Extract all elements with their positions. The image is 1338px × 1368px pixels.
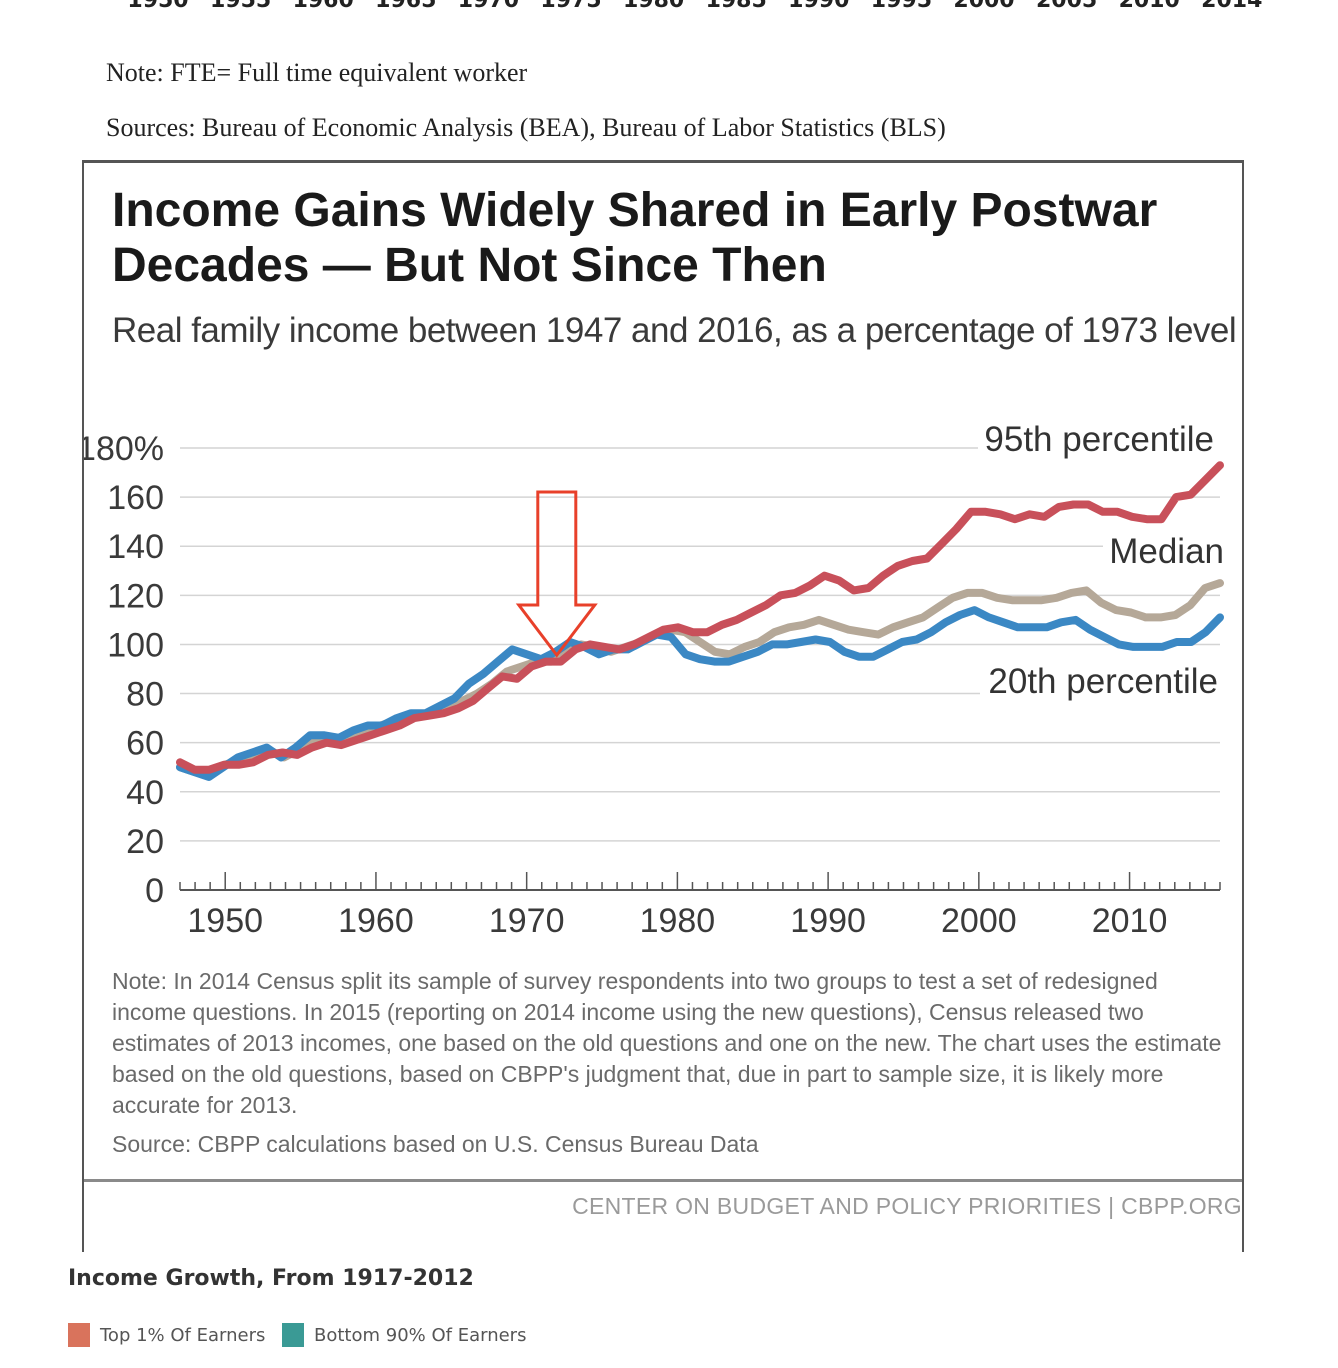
top-axis-tick-label: 1975 xyxy=(540,0,602,13)
chart-title: Income Gains Widely Shared in Early Post… xyxy=(112,184,1158,292)
y-tick-label: 40 xyxy=(126,774,164,812)
footer-divider xyxy=(84,1179,1242,1182)
top-axis-tick-label: 2000 xyxy=(953,0,1015,13)
top-axis-tick-label: 1980 xyxy=(622,0,685,13)
top-axis-tick-label: 1990 xyxy=(788,0,850,13)
y-tick-label: 100 xyxy=(107,626,164,664)
label-95th-percentile: 95th percentile xyxy=(984,420,1214,459)
label-20th-percentile: 20th percentile xyxy=(988,662,1218,701)
y-tick-label: 60 xyxy=(126,725,164,763)
bottom-chart-title: Income Growth, From 1917-2012 xyxy=(68,1266,474,1291)
legend-swatch-top-1 xyxy=(68,1323,90,1347)
top-axis-tick-label: 1960 xyxy=(292,0,354,13)
top-axis-tick-label: 1950 xyxy=(127,0,189,13)
top-axis-tick-label: 1985 xyxy=(705,0,767,13)
footer-credit: CENTER ON BUDGET AND POLICY PRIORITIES |… xyxy=(572,1193,1242,1219)
y-tick-label: 80 xyxy=(126,676,164,714)
legend-item-bottom-90: Bottom 90% Of Earners xyxy=(282,1322,526,1348)
x-tick-label: 1980 xyxy=(640,902,716,940)
x-tick-label: 1970 xyxy=(489,902,565,940)
top-axis-tick-label: 1965 xyxy=(375,0,437,13)
legend-swatch-bottom-90 xyxy=(282,1323,304,1347)
chart-note: Note: In 2014 Census split its sample of… xyxy=(112,968,1222,1118)
y-tick-label: 20 xyxy=(126,823,164,861)
x-tick-label: 1960 xyxy=(338,902,414,940)
line-chart: 0 20 40 60 80 100 120 140 160 180% 1950 1960 1970 198… xyxy=(84,417,1230,940)
x-tick-label: 1950 xyxy=(187,902,263,940)
label-background xyxy=(1103,529,1230,573)
fte-note: Note: FTE= Full time equivalent worker xyxy=(106,58,528,87)
label-background xyxy=(980,659,1224,703)
chart-card: Income Gains Widely Shared in Early Post… xyxy=(82,160,1244,1252)
x-tick-label: 2000 xyxy=(941,902,1017,940)
legend-item-top-1: Top 1% Of Earners xyxy=(68,1322,265,1348)
sources-note: Sources: Bureau of Economic Analysis (BE… xyxy=(106,113,946,142)
y-tick-label: 180% xyxy=(84,430,164,468)
top-axis-tick-label: 1970 xyxy=(457,0,520,13)
chart-source: Source: CBPP calculations based on U.S. … xyxy=(112,1131,759,1157)
chart-subtitle: Real family income between 1947 and 2016… xyxy=(112,311,1237,350)
series-95th-percentile-line xyxy=(176,461,1224,774)
top-axis-tick-label: 2014 xyxy=(1201,0,1263,13)
y-tick-label: 140 xyxy=(107,528,164,566)
label-background xyxy=(978,417,1220,461)
top-axis-tick-label: 2005 xyxy=(1035,0,1098,13)
legend-label-bottom-90: Bottom 90% Of Earners xyxy=(314,1324,527,1346)
top-axis-tick-label: 2010 xyxy=(1118,0,1180,13)
legend-label-top-1: Top 1% Of Earners xyxy=(100,1324,266,1346)
series-20th-percentile-line xyxy=(176,606,1224,781)
y-tick-label: 160 xyxy=(107,479,164,517)
top-axis-tick-labels: 1950 1955 1960 1965 1970 1975 1980 1985 1990 1995… xyxy=(0,0,1338,13)
top-axis-tick-label: 1955 xyxy=(209,0,272,13)
y-tick-label: 120 xyxy=(107,577,164,615)
top-axis-tick-label: 1995 xyxy=(870,0,933,13)
y-tick-label: 0 xyxy=(145,872,164,910)
highlight-arrow xyxy=(515,490,598,658)
x-tick-label: 2010 xyxy=(1092,902,1168,940)
x-tick-label: 1990 xyxy=(790,902,866,940)
series-median-line xyxy=(176,579,1224,779)
label-median: Median xyxy=(1109,532,1224,571)
